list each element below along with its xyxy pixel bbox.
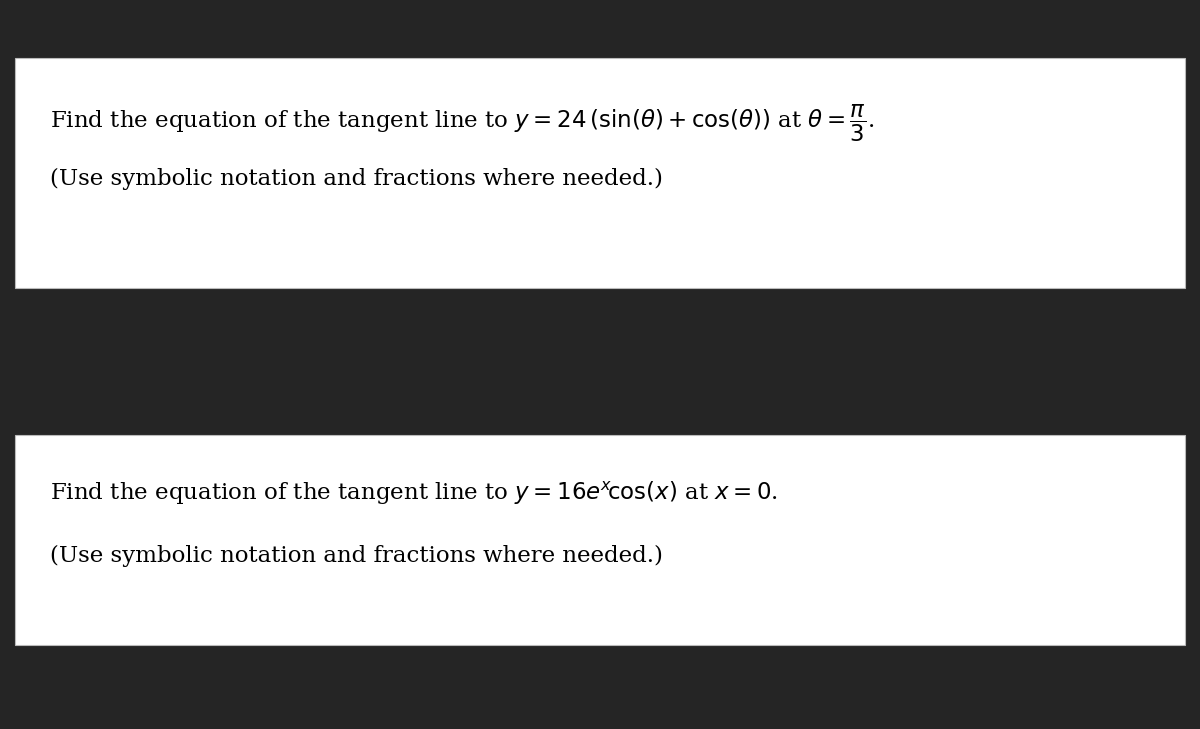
Text: Find the equation of the tangent line to $y = 24\,(\sin(\theta) + \cos(\theta))$: Find the equation of the tangent line to… <box>50 103 875 144</box>
Text: (Use symbolic notation and fractions where needed.): (Use symbolic notation and fractions whe… <box>50 545 662 567</box>
Text: (Use symbolic notation and fractions where needed.): (Use symbolic notation and fractions whe… <box>50 168 662 190</box>
Text: Find the equation of the tangent line to $y = 16e^x\!\cos(x)$ at $x = 0$.: Find the equation of the tangent line to… <box>50 480 778 507</box>
FancyBboxPatch shape <box>14 58 1186 288</box>
FancyBboxPatch shape <box>14 435 1186 645</box>
